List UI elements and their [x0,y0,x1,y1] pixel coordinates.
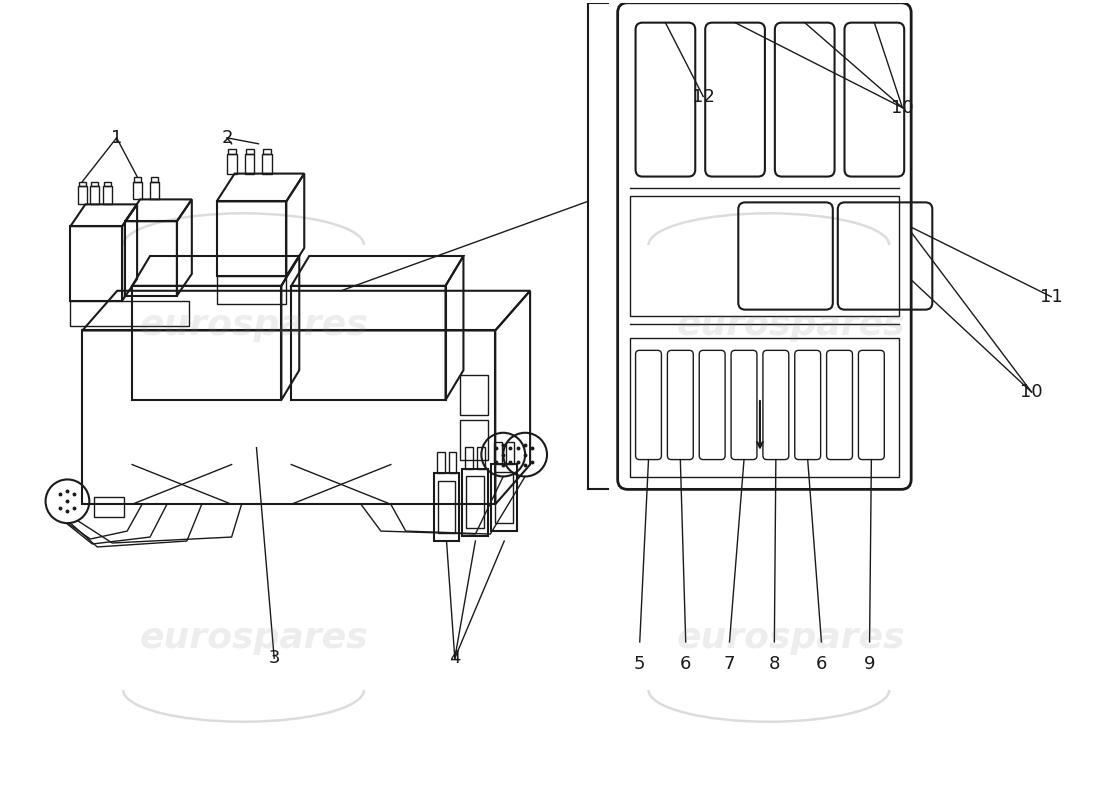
Bar [462,469,488,536]
Bar [91,182,98,186]
Bar [461,375,488,415]
Bar [227,154,236,174]
Bar [629,197,899,315]
Bar [70,226,122,301]
Bar [437,452,444,474]
Bar [245,149,253,154]
Text: 5: 5 [634,654,646,673]
Text: 3: 3 [268,649,279,667]
Bar [70,301,189,326]
Bar [466,477,484,528]
Bar [438,482,455,533]
Text: 9: 9 [864,654,876,673]
Text: eurospares: eurospares [676,622,905,655]
Bar [125,222,177,296]
Text: 10: 10 [1020,383,1043,401]
Text: 4: 4 [449,649,461,667]
Bar [79,182,87,186]
Bar [244,154,254,174]
Text: 12: 12 [692,87,715,106]
Bar [132,286,282,400]
Bar [477,446,485,469]
Bar [228,149,235,154]
Text: 2: 2 [221,129,233,147]
Bar [465,446,473,469]
Bar [292,286,446,400]
Bar [263,154,273,174]
Bar [492,463,517,531]
Bar [461,420,488,459]
Bar [495,471,514,523]
Text: 8: 8 [769,654,780,673]
Bar [78,186,87,204]
Text: 7: 7 [724,654,735,673]
Bar [150,182,160,199]
Bar [449,452,456,474]
Bar [217,202,286,276]
Bar [133,182,142,199]
Bar [264,149,272,154]
Text: 1: 1 [111,129,122,147]
Bar [629,338,899,478]
Text: 6: 6 [680,654,692,673]
Bar [95,498,124,517]
Bar [104,182,111,186]
Text: eurospares: eurospares [140,622,368,655]
Text: eurospares: eurospares [676,307,905,342]
Bar [217,276,286,304]
Text: 11: 11 [1040,288,1063,306]
Bar [134,177,141,182]
Bar [151,177,158,182]
Bar [103,186,112,204]
Bar [506,442,514,463]
Bar [82,330,495,504]
Text: 10: 10 [891,98,914,117]
Bar [494,442,503,463]
Text: 6: 6 [816,654,827,673]
Text: eurospares: eurospares [140,307,368,342]
Bar [433,474,460,541]
Bar [90,186,99,204]
